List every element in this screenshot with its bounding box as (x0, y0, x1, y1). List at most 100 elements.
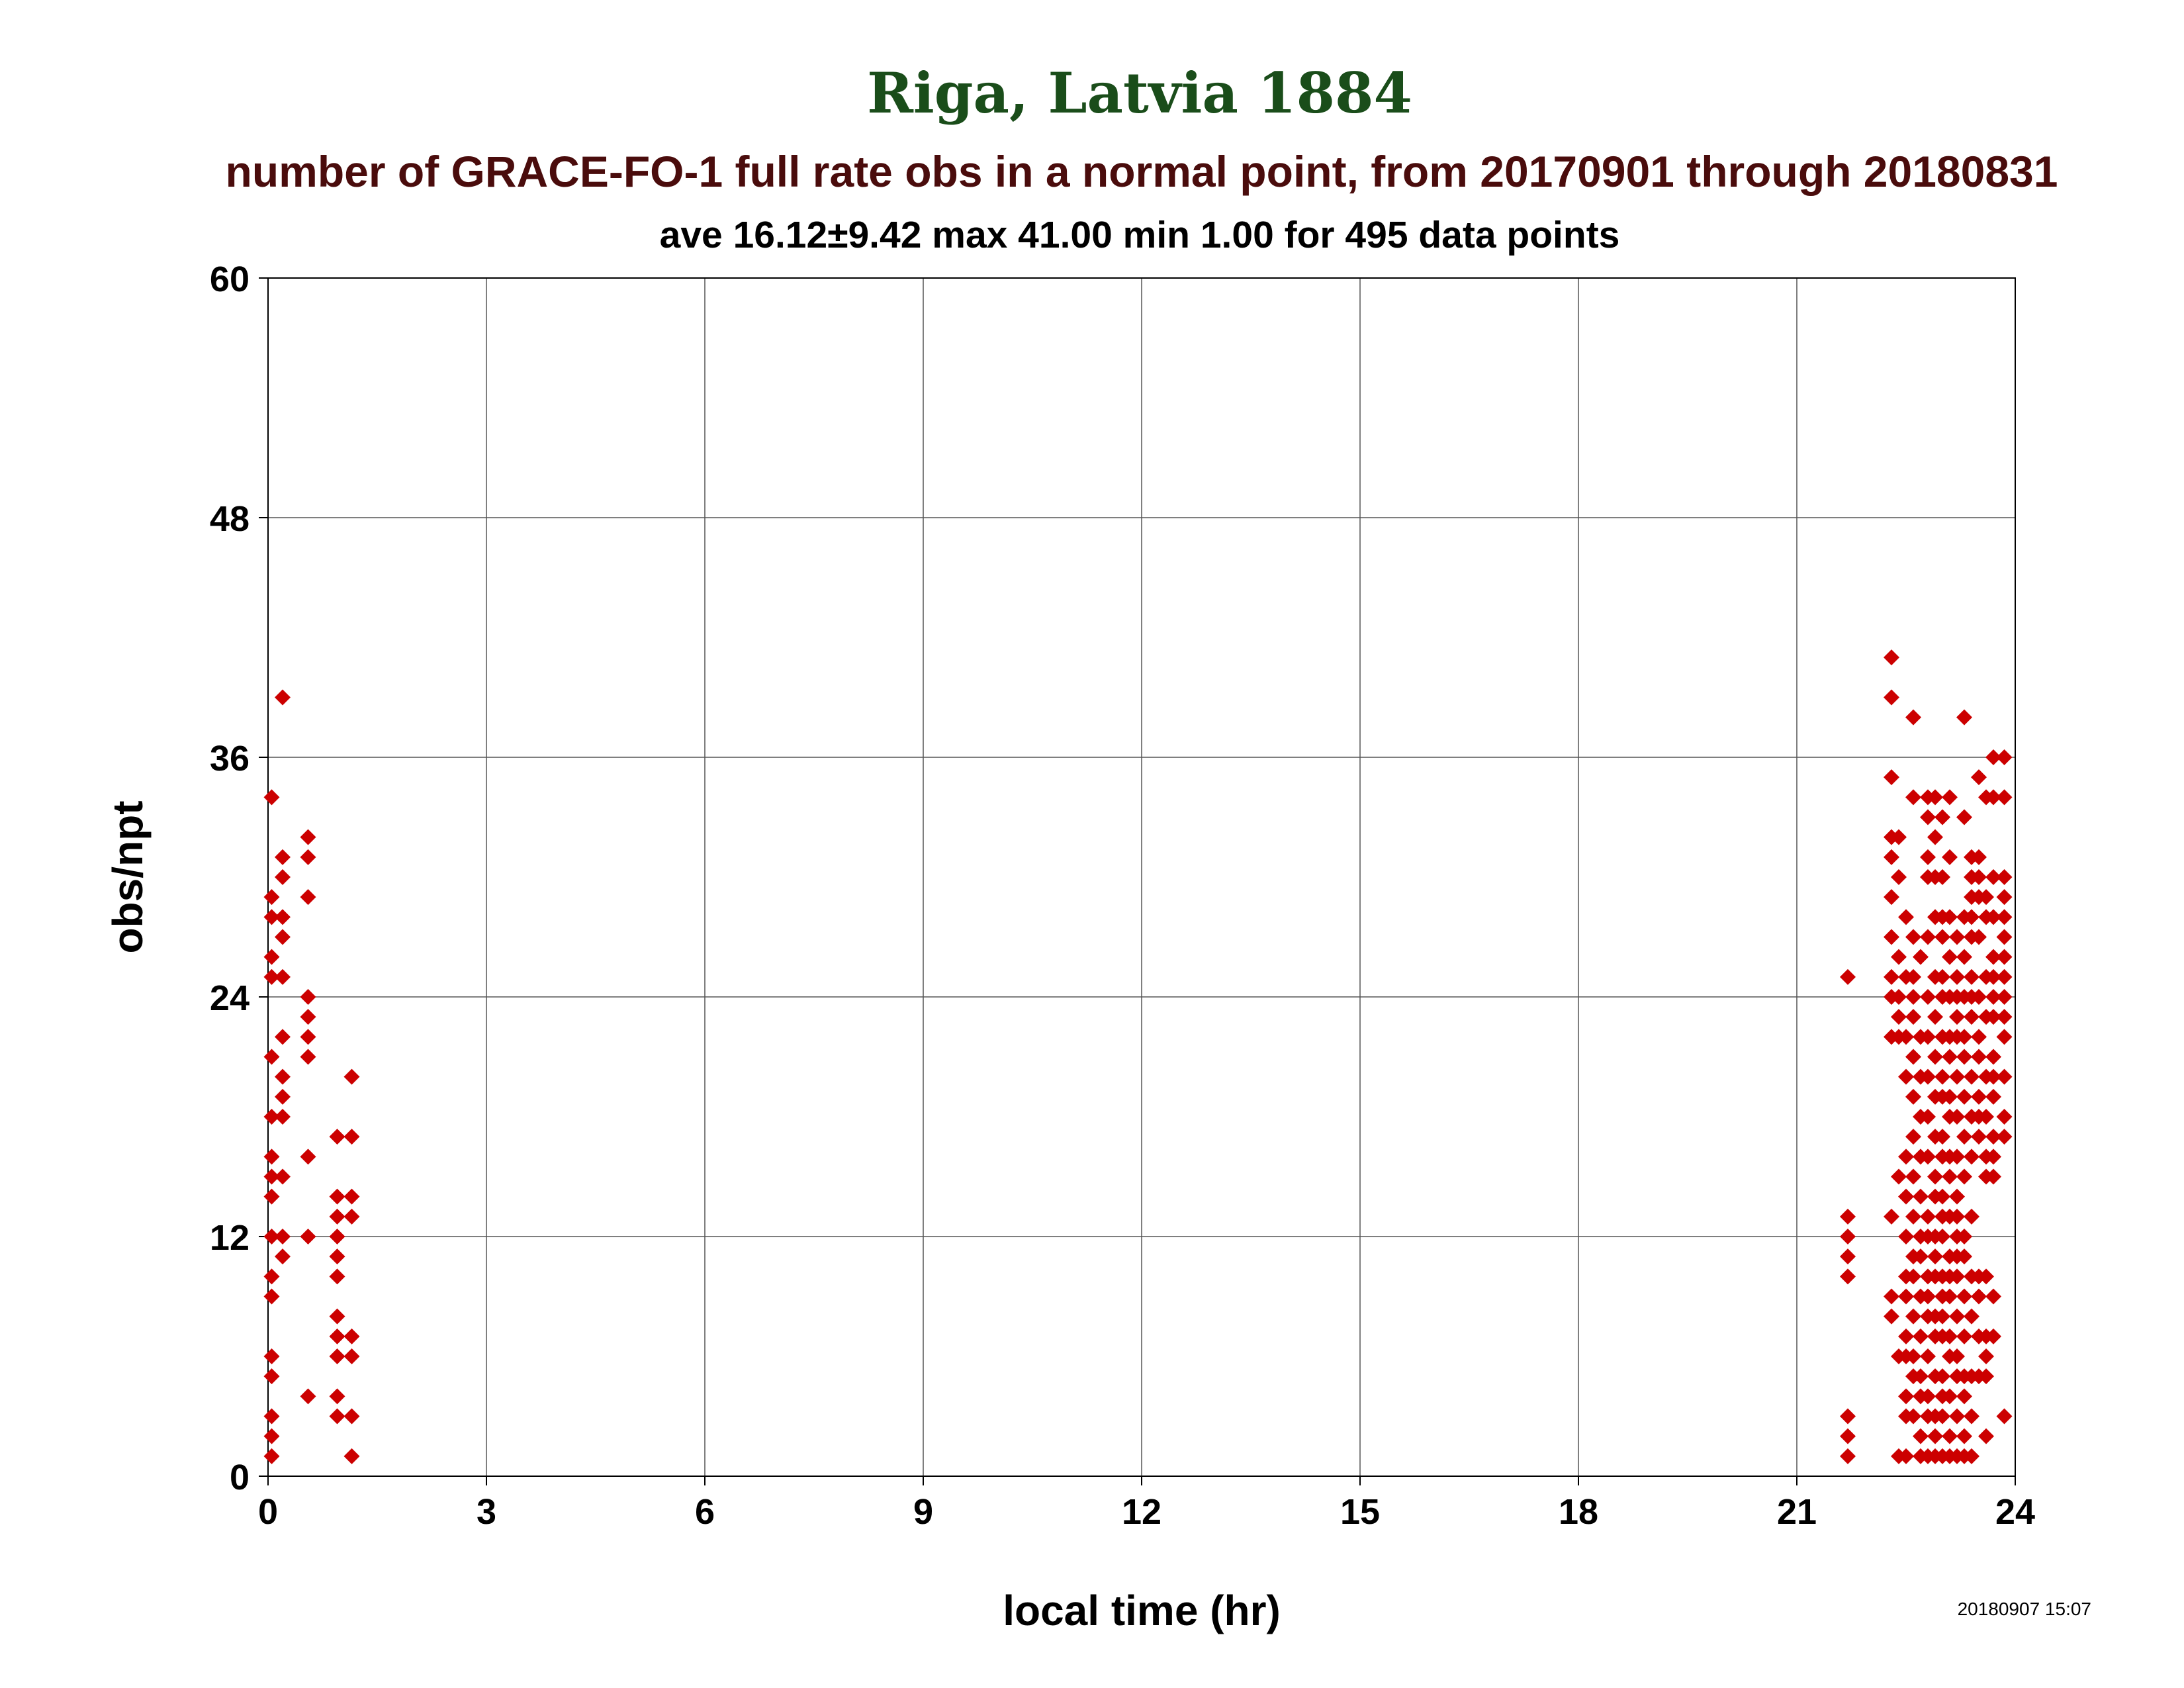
data-point (1964, 1068, 1979, 1085)
data-point (263, 789, 280, 806)
data-point (1985, 1149, 2001, 1165)
data-point (1985, 869, 2001, 885)
y-tick-label: 0 (230, 1458, 250, 1497)
data-point (1920, 1348, 1936, 1364)
data-point (1956, 1328, 1972, 1344)
data-point (1927, 1168, 1943, 1185)
data-point (1949, 1149, 1965, 1165)
data-point (1996, 889, 2013, 906)
data-point (1891, 869, 1907, 885)
data-point (1905, 709, 1921, 726)
data-point (1942, 1288, 1958, 1305)
data-point (329, 1248, 345, 1265)
data-point (1949, 1109, 1965, 1125)
data-point (1985, 949, 2001, 965)
data-point (1884, 849, 1899, 865)
y-tick-label: 48 (210, 499, 250, 539)
data-point (1956, 1029, 1972, 1045)
data-point (1996, 1068, 2013, 1085)
data-point (275, 1088, 291, 1105)
data-point (1905, 1208, 1921, 1225)
data-point (1905, 1168, 1921, 1185)
data-point (263, 1168, 280, 1185)
plot-frame (267, 277, 2016, 1477)
data-point (263, 1368, 280, 1385)
data-point (1956, 1129, 1972, 1145)
data-point (1971, 1288, 1987, 1305)
data-point (1949, 1408, 1965, 1425)
data-point (1996, 749, 2013, 765)
x-tick-labels: 0 3 6 9 12 15 18 21 24 (258, 1492, 2035, 1532)
data-point (1934, 1188, 1950, 1205)
data-point (263, 1268, 280, 1285)
data-point (1934, 1229, 1950, 1244)
y-tick-label: 36 (210, 739, 250, 778)
data-point (1949, 1268, 1965, 1285)
data-point (1996, 869, 2013, 885)
data-point (1956, 809, 1972, 825)
data-point (300, 849, 316, 865)
data-point (275, 1109, 291, 1125)
data-point (1971, 1049, 1987, 1065)
data-point (1985, 968, 2001, 985)
data-point (1942, 849, 1958, 865)
data-point (1985, 989, 2001, 1005)
data-point (1985, 909, 2001, 925)
data-point (1985, 749, 2001, 765)
x-tick-label: 24 (1995, 1492, 2035, 1532)
data-point (1978, 889, 1994, 906)
data-point (275, 929, 291, 945)
data-point (329, 1308, 345, 1325)
data-point (300, 1049, 316, 1065)
data-point (1934, 1368, 1950, 1385)
data-point (1949, 1009, 1965, 1025)
data-point (1964, 1208, 1979, 1225)
data-point (1956, 1428, 1972, 1444)
data-point (1985, 789, 2001, 806)
data-point (1891, 949, 1907, 965)
data-point (1927, 1049, 1943, 1065)
data-point (1884, 929, 1899, 945)
data-point (263, 1448, 280, 1464)
data-point (1985, 1068, 2001, 1085)
data-point (1905, 1348, 1921, 1364)
data-point (329, 1229, 345, 1244)
data-point (1996, 1109, 2013, 1125)
data-point (1884, 769, 1899, 786)
data-point (1905, 1129, 1921, 1145)
data-point (1996, 968, 2013, 985)
data-point (1996, 1129, 2013, 1145)
data-point (343, 1129, 360, 1145)
data-point (1978, 1268, 1994, 1285)
data-point (329, 1129, 345, 1145)
data-point (1956, 1088, 1972, 1105)
data-point (1905, 789, 1921, 806)
data-point (1934, 809, 1950, 825)
data-point (1891, 829, 1907, 845)
data-point (1949, 929, 1965, 945)
data-point (1971, 1088, 1987, 1105)
data-point (1927, 1428, 1943, 1444)
data-point (263, 1149, 280, 1165)
data-point (1840, 1208, 1856, 1225)
data-point (1934, 929, 1950, 945)
data-point (1964, 1308, 1979, 1325)
data-point (343, 1408, 360, 1425)
data-point (343, 1208, 360, 1225)
data-point (1985, 1088, 2001, 1105)
data-point (275, 1068, 291, 1085)
data-point (1964, 1448, 1979, 1464)
data-point (1927, 1248, 1943, 1265)
x-tick-label: 21 (1777, 1492, 1817, 1532)
data-point (1840, 1229, 1856, 1244)
data-point (1934, 869, 1950, 885)
y-tick-label: 60 (210, 259, 250, 299)
y-tick-labels: 0 12 24 36 48 60 (210, 259, 250, 1497)
data-point (1934, 968, 1950, 985)
data-point (1985, 1328, 2001, 1344)
data-point (1920, 1149, 1936, 1165)
data-point (275, 1248, 291, 1265)
data-point (1898, 1068, 1914, 1085)
data-point (263, 968, 280, 985)
data-point (1942, 1428, 1958, 1444)
